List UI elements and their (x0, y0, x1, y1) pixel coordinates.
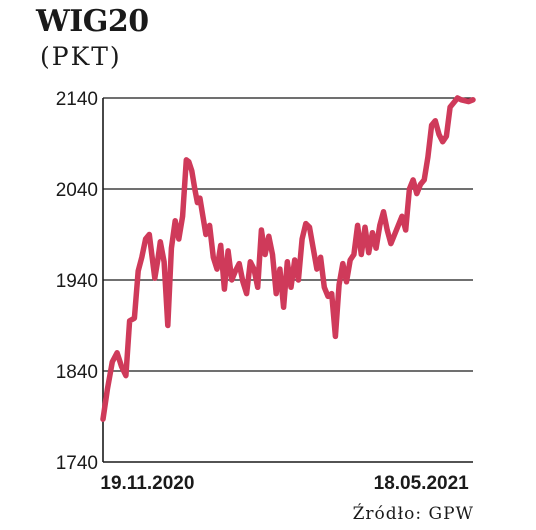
y-tick-label: 2040 (56, 180, 98, 201)
y-tick-label: 2140 (56, 89, 98, 110)
grid-lines (103, 97, 473, 372)
chart-unit-label: (PKT) (40, 42, 122, 71)
x-tick-label: 19.11.2020 (100, 473, 194, 494)
y-tick-label: 1940 (56, 271, 98, 292)
series-layer (100, 95, 476, 422)
line-chart: 1740 1840 1940 2040 2140 19.11.2020 18.05.202… (56, 89, 476, 494)
y-tick-label: 1840 (56, 362, 98, 383)
source-note: Źródło: GPW (352, 504, 474, 524)
chart-title: WIG20 (36, 4, 149, 39)
y-tick-label: 1740 (56, 453, 98, 474)
x-tick-label: 18.05.2021 (374, 473, 470, 494)
x-axis-ticks: 19.11.2020 18.05.2021 (100, 473, 469, 494)
y-axis-ticks: 1740 1840 1940 2040 2140 (56, 89, 98, 474)
series-line-0 (100, 95, 476, 422)
